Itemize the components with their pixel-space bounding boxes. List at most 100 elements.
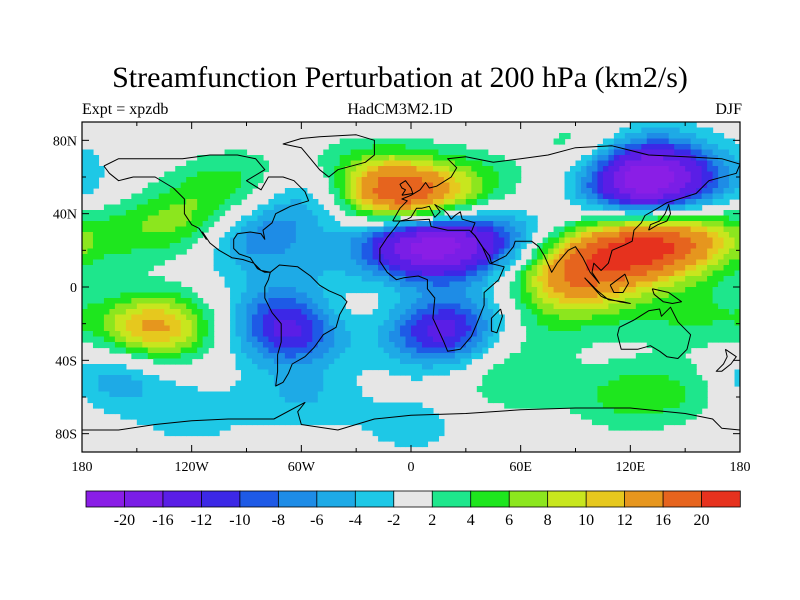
field-cell — [679, 215, 686, 222]
field-cell — [175, 292, 182, 299]
field-cell — [657, 243, 664, 250]
field-cell — [718, 303, 725, 310]
field-cell — [317, 386, 324, 393]
field-cell — [438, 303, 445, 310]
field-cell — [213, 248, 220, 255]
field-cell — [186, 177, 193, 184]
field-cell — [460, 292, 467, 299]
field-cell — [586, 204, 593, 211]
field-cell — [290, 237, 297, 244]
field-cell — [564, 281, 571, 288]
field-cell — [301, 369, 308, 376]
field-cell — [312, 391, 319, 398]
field-cell — [246, 166, 253, 173]
field-cell — [641, 160, 648, 167]
field-cell — [454, 232, 461, 239]
field-cell — [416, 259, 423, 266]
field-cell — [411, 221, 418, 228]
field-cell — [284, 193, 291, 200]
field-cell — [531, 265, 538, 272]
field-cell — [663, 149, 670, 156]
field-cell — [306, 226, 313, 233]
field-cell — [230, 331, 237, 338]
field-cell — [443, 232, 450, 239]
field-cell — [432, 336, 440, 343]
field-cell — [180, 210, 187, 217]
field-cell — [712, 292, 719, 299]
field-cell — [657, 276, 664, 283]
field-cell — [389, 155, 396, 162]
field-cell — [553, 303, 560, 310]
field-cell — [389, 325, 396, 332]
field-cell — [109, 226, 116, 233]
field-cell — [493, 243, 500, 250]
field-cell — [394, 248, 401, 255]
field-cell — [328, 155, 335, 162]
field-cell — [734, 292, 740, 299]
field-cell — [98, 369, 105, 376]
field-cell — [416, 309, 423, 316]
field-cell — [98, 325, 105, 332]
field-cell — [103, 325, 111, 332]
field-cell — [482, 287, 489, 294]
field-cell — [542, 342, 549, 349]
field-cell — [251, 237, 259, 244]
field-cell — [427, 248, 434, 255]
field-cell — [421, 314, 429, 321]
field-cell — [120, 254, 127, 261]
field-cell — [416, 232, 423, 239]
field-cell — [241, 364, 248, 371]
field-cell — [712, 133, 719, 140]
field-cell — [301, 270, 308, 277]
field-cell — [526, 215, 533, 222]
field-cell — [202, 430, 209, 437]
field-cell — [103, 331, 111, 338]
field-cell — [411, 248, 418, 255]
field-cell — [707, 281, 714, 288]
field-cell — [449, 265, 456, 272]
field-cell — [542, 397, 549, 404]
field-cell — [630, 402, 637, 409]
field-cell — [597, 281, 604, 288]
field-cell — [624, 177, 631, 184]
field-cell — [646, 155, 653, 162]
field-cell — [136, 281, 143, 288]
field-cell — [432, 292, 440, 299]
field-cell — [482, 375, 489, 382]
field-cell — [591, 419, 599, 426]
field-cell — [235, 347, 242, 354]
field-cell — [597, 199, 604, 206]
field-cell — [707, 199, 714, 206]
field-cell — [509, 215, 516, 222]
field-cell — [87, 182, 94, 189]
field-cell — [136, 375, 143, 382]
field-cell — [641, 292, 648, 299]
field-cell — [169, 199, 176, 206]
field-cell — [164, 221, 171, 228]
field-cell — [421, 281, 429, 288]
field-cell — [312, 259, 319, 266]
field-cell — [389, 182, 396, 189]
field-cell — [476, 149, 483, 156]
field-cell — [619, 138, 626, 145]
field-cell — [613, 314, 620, 321]
field-cell — [317, 237, 324, 244]
field-cell — [531, 342, 538, 349]
field-cell — [339, 193, 346, 200]
field-cell — [323, 221, 330, 228]
field-cell — [268, 380, 275, 387]
field-cell — [591, 331, 599, 338]
field-cell — [668, 243, 675, 250]
field-cell — [411, 287, 418, 294]
field-cell — [98, 166, 105, 173]
field-cell — [186, 419, 193, 426]
field-cell — [98, 265, 105, 272]
field-cell — [564, 358, 571, 365]
field-cell — [241, 166, 248, 173]
field-cell — [295, 210, 302, 217]
field-cell — [531, 292, 538, 299]
field-cell — [482, 166, 489, 173]
field-cell — [191, 237, 198, 244]
field-cell — [120, 210, 127, 217]
field-cell — [674, 166, 681, 173]
